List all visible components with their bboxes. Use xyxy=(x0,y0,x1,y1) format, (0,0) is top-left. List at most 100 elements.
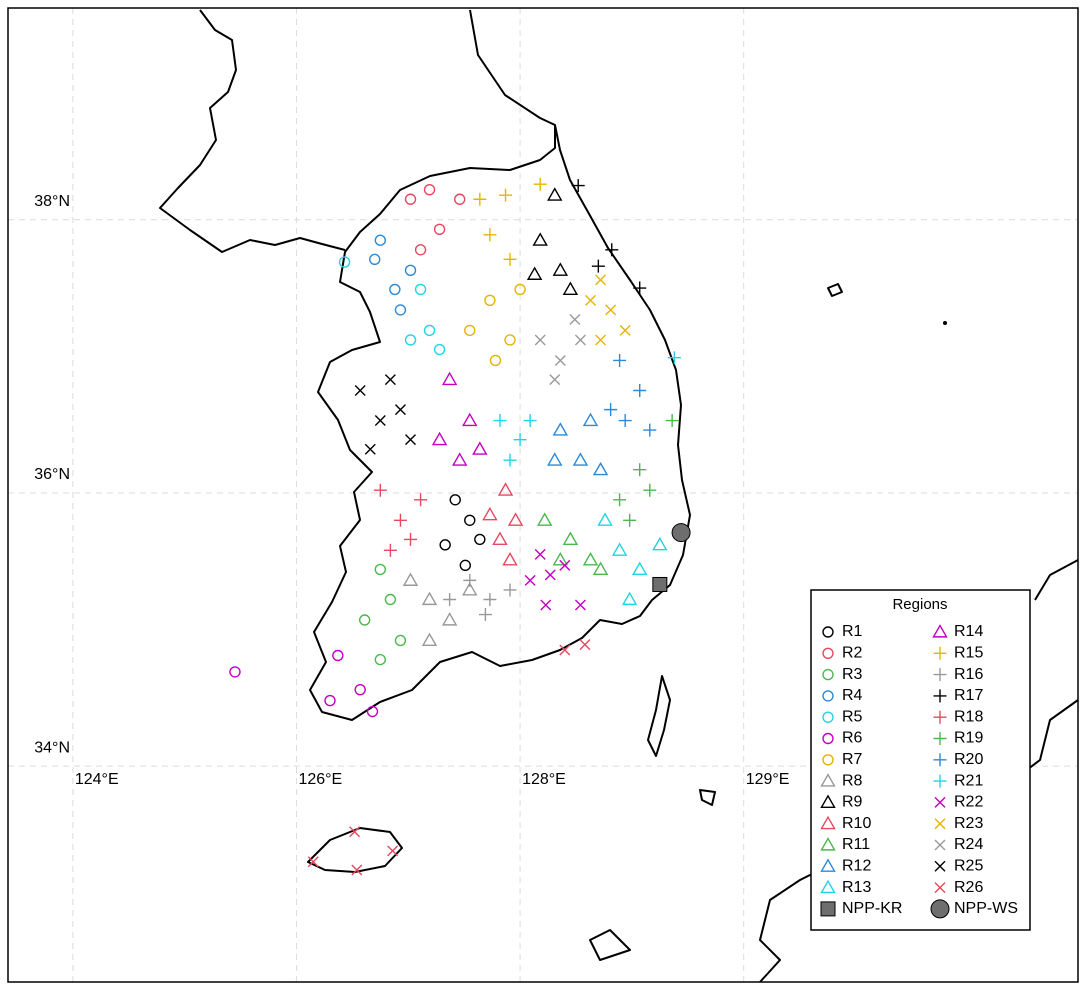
map-frame xyxy=(7,7,1079,983)
legend-label: R26 xyxy=(954,879,983,896)
station-marker xyxy=(532,232,548,246)
legend-marker xyxy=(933,732,947,745)
station-marker xyxy=(595,334,607,346)
legend-label: NPP-KR xyxy=(842,900,902,917)
legend-label: NPP-WS xyxy=(954,900,1018,917)
station-marker xyxy=(307,856,319,868)
station-marker xyxy=(579,639,591,651)
station-marker xyxy=(592,461,609,476)
station-marker xyxy=(513,433,527,447)
legend-label: R17 xyxy=(954,687,983,704)
legend-label: R1 xyxy=(842,623,863,640)
station-marker xyxy=(633,383,647,397)
station-marker xyxy=(483,593,497,607)
legend-label: R11 xyxy=(842,836,870,853)
station-marker xyxy=(484,294,496,307)
station-marker xyxy=(552,262,569,276)
legend-marker xyxy=(820,901,836,917)
station-marker xyxy=(402,572,419,586)
legend-marker xyxy=(820,858,836,872)
coastline-jeju xyxy=(307,827,403,873)
station-marker xyxy=(338,256,351,268)
legend-marker xyxy=(820,773,836,787)
station-marker xyxy=(423,183,436,196)
station-marker xyxy=(473,192,487,206)
station-marker xyxy=(667,351,681,365)
legend-marker xyxy=(933,689,947,703)
station-marker xyxy=(354,683,366,696)
x-tick-label: 129°E xyxy=(746,771,790,788)
legend-label: R7 xyxy=(842,751,863,768)
station-marker xyxy=(464,324,476,337)
legend-label: R23 xyxy=(954,815,983,832)
station-marker xyxy=(387,845,399,857)
legend-marker xyxy=(822,626,834,638)
station-marker xyxy=(503,583,517,597)
station-marker xyxy=(643,483,657,497)
station-marker xyxy=(507,512,524,526)
legend-marker xyxy=(820,815,836,830)
legend-marker xyxy=(930,899,950,919)
station-marker xyxy=(611,542,628,556)
station-marker xyxy=(374,234,387,246)
station-marker xyxy=(404,193,417,205)
station-marker xyxy=(394,404,406,416)
legend-title: Regions xyxy=(892,596,947,613)
legend-label: R10 xyxy=(842,815,871,832)
legend-marker xyxy=(934,818,946,830)
station-marker xyxy=(482,506,498,521)
station-marker xyxy=(534,548,546,560)
station-marker xyxy=(549,374,561,386)
station-marker xyxy=(423,324,436,337)
coastline-korea xyxy=(309,9,691,721)
y-tick-label: 36°N xyxy=(34,466,70,483)
station-marker xyxy=(592,561,609,576)
station-marker xyxy=(384,374,396,386)
coastline-dokdo xyxy=(943,321,947,325)
station-marker xyxy=(540,599,552,611)
legend-label: R16 xyxy=(954,666,983,683)
station-marker xyxy=(384,593,397,606)
x-tick-label: 124°E xyxy=(75,771,119,788)
legend-marker xyxy=(934,839,946,851)
station-marker xyxy=(569,313,581,325)
station-marker xyxy=(503,453,517,467)
station-marker xyxy=(492,531,508,545)
x-tick-label: 126°E xyxy=(298,771,342,788)
station-marker xyxy=(633,281,647,295)
station-marker xyxy=(526,266,543,280)
station-marker xyxy=(404,264,417,276)
station-marker xyxy=(489,354,502,367)
station-marker xyxy=(433,343,446,356)
station-marker xyxy=(459,559,471,572)
legend-marker xyxy=(822,690,834,702)
legend-marker xyxy=(933,668,947,682)
station-marker xyxy=(504,334,516,346)
station-marker xyxy=(414,493,428,507)
station-marker xyxy=(643,423,657,437)
station-marker xyxy=(369,253,381,266)
station-marker xyxy=(451,452,468,466)
legend-box xyxy=(810,589,1031,931)
legend-marker xyxy=(934,860,946,872)
station-marker xyxy=(613,353,627,367)
legend-marker xyxy=(934,796,946,808)
legend-label: R9 xyxy=(842,794,863,811)
station-marker xyxy=(405,434,417,446)
legend-marker xyxy=(820,794,836,808)
legend-marker xyxy=(934,882,946,894)
station-marker xyxy=(499,188,513,202)
station-marker xyxy=(493,414,507,428)
legend-label: R2 xyxy=(842,645,863,662)
station-marker xyxy=(351,864,363,876)
legend-label: R4 xyxy=(842,687,863,704)
station-marker xyxy=(349,826,361,838)
station-marker xyxy=(478,608,492,622)
station-marker xyxy=(562,531,579,545)
coastline-ulleung xyxy=(827,283,843,297)
station-marker xyxy=(605,243,619,257)
station-marker xyxy=(585,294,597,306)
legend-marker xyxy=(933,753,947,767)
station-marker xyxy=(393,513,407,527)
